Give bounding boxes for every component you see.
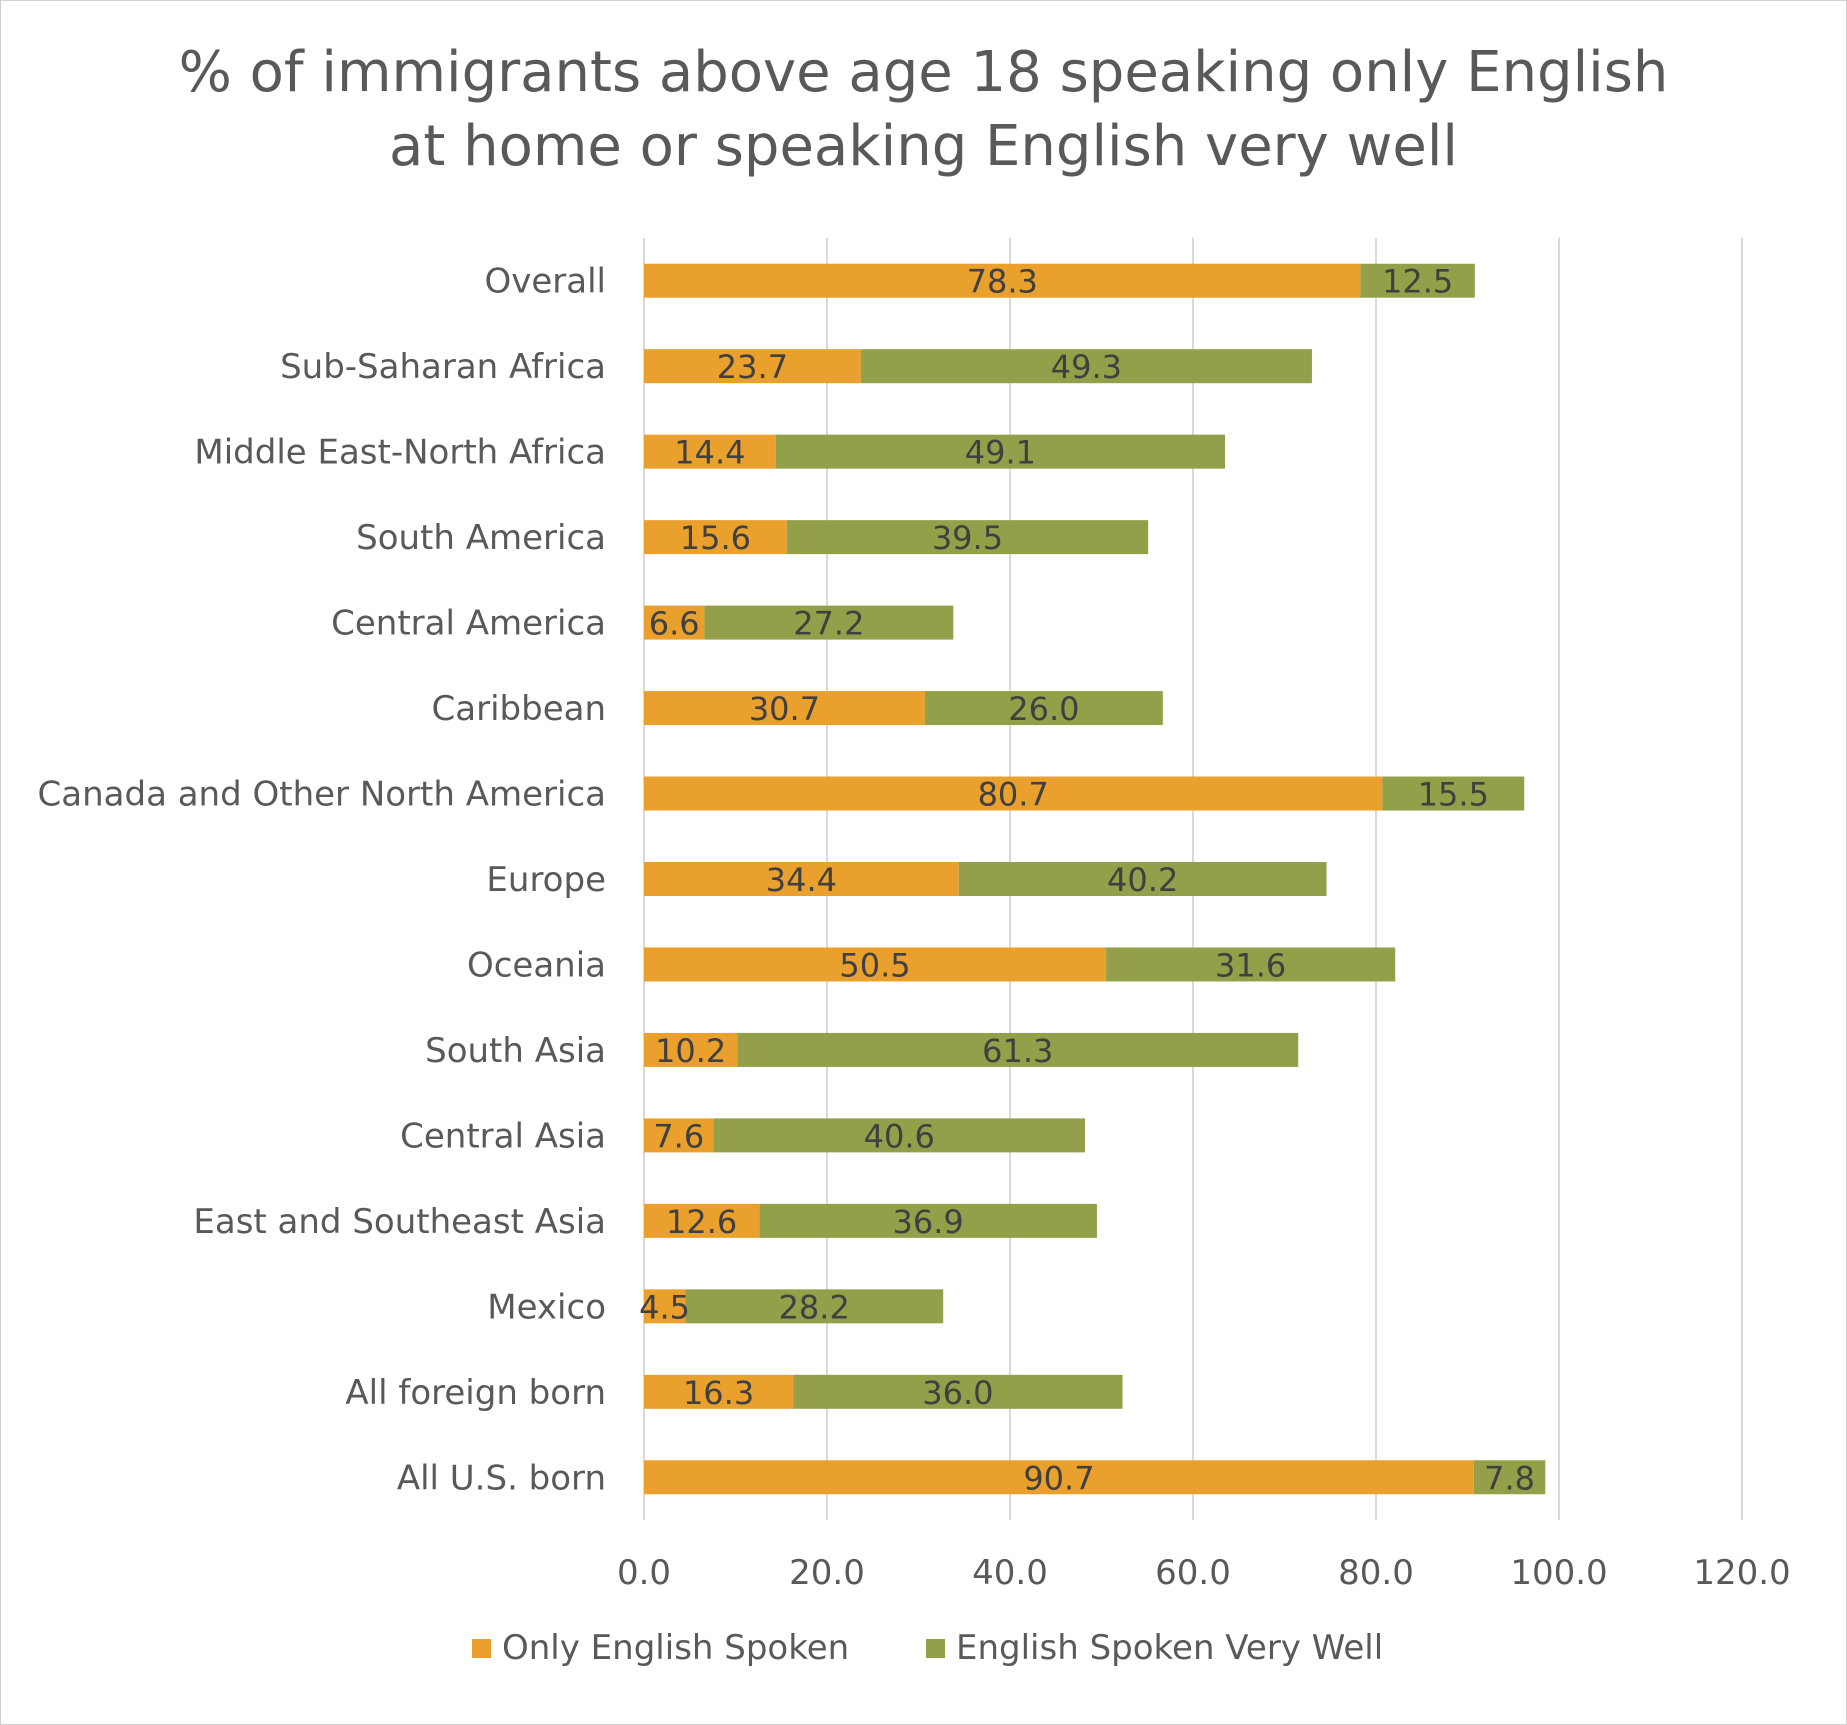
- chart-title-line-1: % of immigrants above age 18 speaking on…: [178, 40, 1669, 105]
- data-label-1-6: 15.5: [1418, 776, 1489, 814]
- chart-title-line-2: at home or speaking English very well: [389, 114, 1458, 179]
- data-label-1-4: 27.2: [793, 605, 864, 643]
- bar-0-5: [644, 691, 925, 726]
- data-label-1-5: 26.0: [1008, 690, 1079, 728]
- bar-0-10: [644, 1118, 714, 1153]
- bar-0-9: [644, 1032, 738, 1067]
- category-label-11: East and Southeast Asia: [193, 1202, 606, 1242]
- x-tick-label-1: 20.0: [789, 1553, 865, 1593]
- data-label-0-12: 4.5: [639, 1288, 690, 1326]
- bar-1-5: [924, 691, 1163, 726]
- bar-0-4: [644, 605, 705, 640]
- data-label-0-3: 15.6: [680, 519, 751, 557]
- bar-0-3: [644, 520, 787, 555]
- bar-1-2: [775, 434, 1226, 469]
- category-label-10: Central Asia: [400, 1116, 606, 1156]
- category-label-14: All U.S. born: [397, 1458, 606, 1498]
- category-label-6: Canada and Other North America: [38, 775, 606, 815]
- x-tick-label-0: 0.0: [617, 1553, 671, 1593]
- data-label-0-11: 12.6: [666, 1203, 737, 1241]
- bar-1-14: [1473, 1460, 1546, 1495]
- data-label-0-5: 30.7: [749, 690, 820, 728]
- data-label-1-13: 36.0: [922, 1374, 993, 1412]
- category-label-12: Mexico: [487, 1287, 606, 1327]
- data-label-1-10: 40.6: [864, 1117, 935, 1155]
- legend-swatch-0: [472, 1639, 491, 1658]
- category-label-9: South Asia: [425, 1031, 606, 1071]
- bar-0-6: [644, 776, 1383, 811]
- bar-1-1: [860, 349, 1312, 384]
- data-label-1-12: 28.2: [779, 1288, 850, 1326]
- data-label-1-3: 39.5: [932, 519, 1003, 557]
- legend-swatch-1: [926, 1639, 945, 1658]
- category-label-7: Europe: [486, 860, 606, 900]
- bar-0-1: [644, 349, 861, 384]
- legend-label-0: Only English Spoken: [502, 1628, 849, 1668]
- category-label-4: Central America: [331, 604, 606, 644]
- data-label-0-0: 78.3: [967, 263, 1038, 301]
- value-labels: 78.3 12.5 23.7 49.3 14.4 49.1 15.6 39.5 6.6 27.2 3…: [639, 263, 1535, 1498]
- category-label-8: Oceania: [467, 945, 606, 985]
- category-label-1: Sub-Saharan Africa: [280, 347, 606, 387]
- data-label-1-0: 12.5: [1382, 263, 1453, 301]
- bar-1-10: [713, 1118, 1086, 1153]
- data-label-0-4: 6.6: [649, 605, 700, 643]
- x-tick-label-3: 60.0: [1155, 1553, 1231, 1593]
- bar-1-6: [1382, 776, 1525, 811]
- data-label-0-14: 90.7: [1023, 1459, 1094, 1497]
- data-label-0-13: 16.3: [683, 1374, 754, 1412]
- category-label-0: Overall: [484, 262, 606, 302]
- category-labels: Overall Sub-Saharan Africa Middle East-Nor…: [38, 262, 606, 1499]
- chart-title: % of immigrants above age 18 speaking on…: [0, 36, 1847, 184]
- bar-0-11: [644, 1203, 760, 1238]
- category-label-3: South America: [356, 518, 606, 558]
- x-axis: 0.0 20.0 40.0 60.0 80.0 100.0 120.0: [617, 1553, 1791, 1593]
- x-tick-label-4: 80.0: [1338, 1553, 1414, 1593]
- legend-label-1: English Spoken Very Well: [956, 1628, 1383, 1668]
- data-label-1-9: 61.3: [982, 1032, 1053, 1070]
- data-label-0-9: 10.2: [655, 1032, 726, 1070]
- bars: [644, 263, 1546, 1495]
- bar-1-12: [685, 1289, 944, 1324]
- bar-1-13: [793, 1374, 1123, 1409]
- data-label-1-11: 36.9: [892, 1203, 963, 1241]
- bar-0-0: [644, 263, 1361, 298]
- bar-0-8: [644, 947, 1107, 982]
- x-tick-label-6: 120.0: [1693, 1553, 1790, 1593]
- x-tick-label-2: 40.0: [972, 1553, 1048, 1593]
- bar-0-13: [644, 1374, 794, 1409]
- bar-1-8: [1106, 947, 1396, 982]
- bar-1-11: [759, 1203, 1097, 1238]
- bar-1-9: [737, 1032, 1299, 1067]
- bar-0-14: [644, 1460, 1474, 1495]
- bar-1-7: [958, 862, 1327, 896]
- bar-1-0: [1360, 263, 1475, 298]
- bar-0-12: [644, 1289, 686, 1324]
- data-label-1-8: 31.6: [1215, 946, 1286, 984]
- x-tick-label-5: 100.0: [1510, 1553, 1607, 1593]
- data-label-1-1: 49.3: [1051, 348, 1122, 386]
- data-label-1-7: 40.2: [1107, 861, 1178, 899]
- category-label-13: All foreign born: [345, 1373, 606, 1413]
- data-label-0-2: 14.4: [674, 434, 745, 472]
- bar-0-7: [644, 862, 959, 896]
- bar-0-2: [644, 434, 776, 469]
- data-label-1-2: 49.1: [965, 434, 1036, 472]
- legend: Only English Spoken English Spoken Very W…: [472, 1628, 1383, 1668]
- category-label-2: Middle East-North Africa: [194, 433, 606, 473]
- data-label-1-14: 7.8: [1484, 1459, 1535, 1497]
- bar-1-4: [704, 605, 954, 640]
- data-label-0-7: 34.4: [766, 861, 837, 899]
- category-label-5: Caribbean: [432, 689, 606, 729]
- data-label-0-1: 23.7: [717, 348, 788, 386]
- data-label-0-8: 50.5: [839, 946, 910, 984]
- bar-1-3: [786, 520, 1149, 555]
- data-label-0-6: 80.7: [978, 776, 1049, 814]
- data-label-0-10: 7.6: [653, 1117, 704, 1155]
